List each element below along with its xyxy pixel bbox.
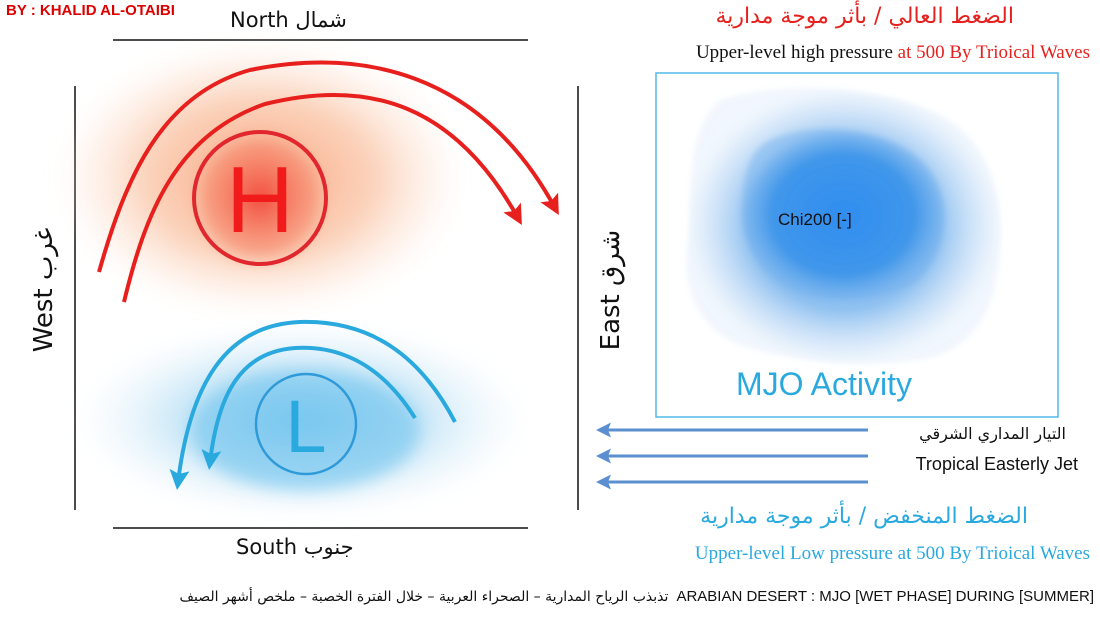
chi200-label: Chi200 [-] bbox=[778, 210, 852, 229]
west-label: West غرب bbox=[29, 227, 59, 353]
high-pressure-core-glow bbox=[186, 124, 334, 272]
low-pressure-title-english: Upper-level Low pressure at 500 By Trioi… bbox=[694, 543, 1090, 564]
low-pressure-symbol: L bbox=[285, 385, 326, 468]
low-pressure-core-glow bbox=[190, 370, 420, 490]
north-label: North شمال bbox=[230, 8, 347, 32]
high-pressure-title-part2: at 500 By Trioical Waves bbox=[897, 42, 1090, 63]
high-pressure-flow-arrow-outer bbox=[97, 60, 559, 273]
mjo-activity-label: MJO Activity bbox=[736, 366, 913, 402]
high-pressure-title-part1: Upper-level high pressure bbox=[695, 42, 898, 63]
footer-caption-english: ARABIAN DESERT : MJO [WET PHASE] DURING … bbox=[676, 588, 1094, 605]
footer-caption-arabic: تذبذب الرياح المدارية – الصحراء العربية … bbox=[179, 589, 669, 605]
jet-label-arabic: التيار المداري الشرقي bbox=[919, 424, 1066, 443]
low-pressure-flow-arrow-inner bbox=[201, 345, 417, 470]
south-label: South جنوب bbox=[236, 535, 354, 559]
low-pressure-flow-arrow-outer bbox=[169, 319, 457, 490]
jet-label-english: Tropical Easterly Jet bbox=[915, 454, 1078, 474]
east-label: East شرق bbox=[596, 229, 626, 351]
low-pressure-title-arabic: الضغط المنخفض / بأثر موجة مدارية bbox=[700, 504, 1028, 529]
high-pressure-title-arabic: الضغط العالي / بأثر موجة مدارية bbox=[715, 4, 1014, 29]
footer-caption: تذبذب الرياح المدارية – الصحراء العربية … bbox=[179, 588, 1094, 605]
high-pressure-flow-arrow-inner bbox=[122, 92, 522, 303]
author-credit: BY : KHALID AL-OTAIBI bbox=[6, 2, 175, 19]
mjo-cloud-core bbox=[741, 129, 946, 301]
high-pressure-title-english: Upper-level high pressure at 500 By Trio… bbox=[696, 42, 1090, 64]
high-pressure-ring bbox=[192, 130, 328, 266]
high-pressure-symbol: H bbox=[226, 147, 294, 252]
low-pressure-ring bbox=[254, 372, 358, 476]
